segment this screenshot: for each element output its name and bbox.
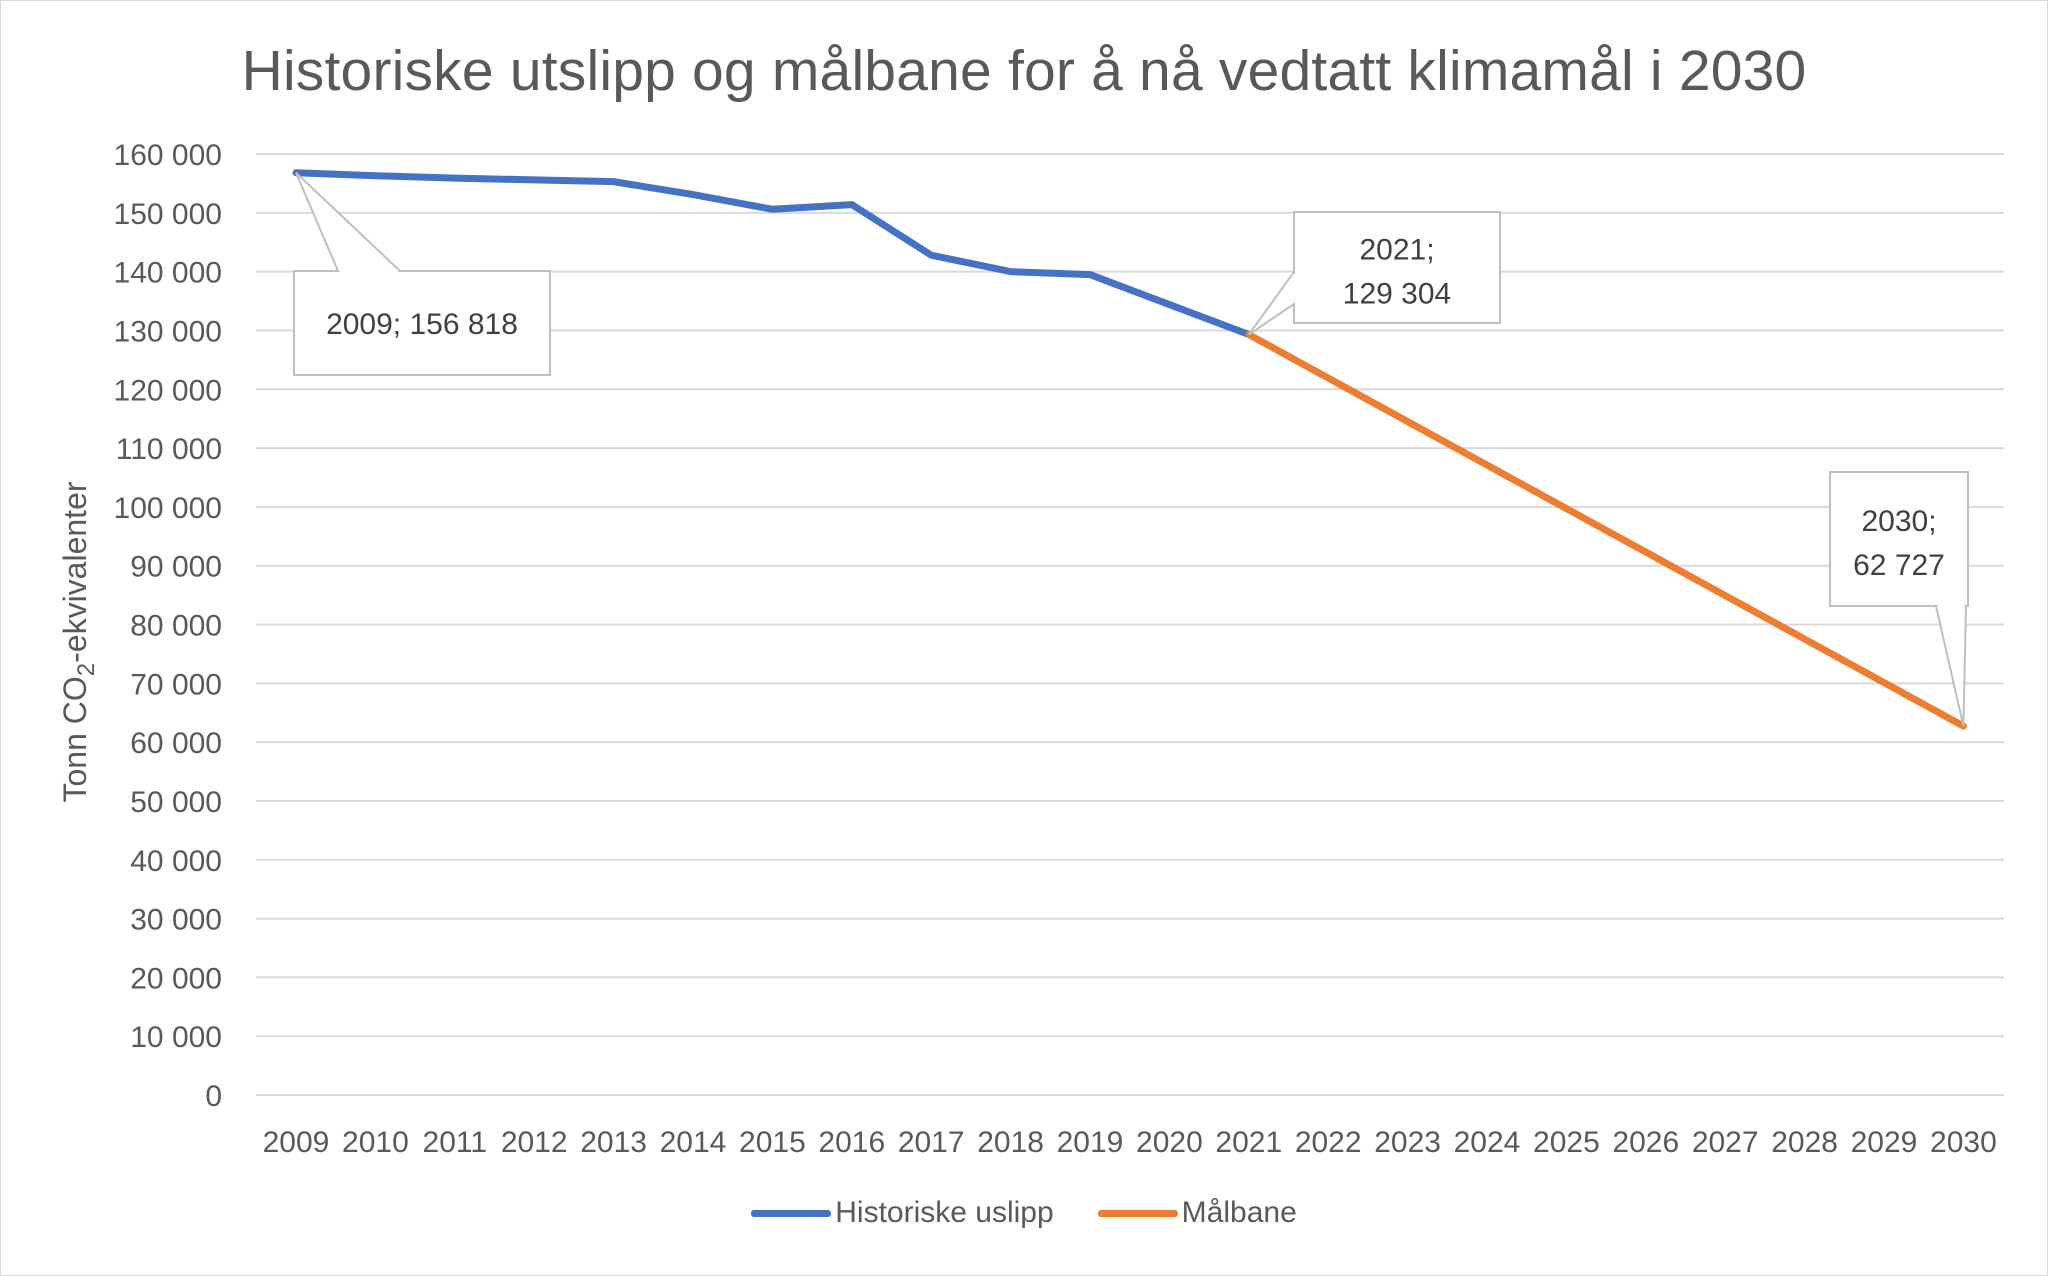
x-tick-labels: 2009 2010 2011 2012 2013 2014 2015 2016 2017 2018… [263, 1126, 1997, 1159]
y-tick-label: 130 000 [114, 315, 222, 348]
y-tick-labels: 0 10 000 20 000 30 000 40 000 50 000 60 000 70 … [114, 139, 222, 1113]
y-axis-label: Tonn CO2-ekvivalenter [57, 481, 100, 802]
callout-label-year: 2030; [1861, 505, 1936, 538]
x-tick-label: 2030 [1930, 1126, 1997, 1159]
callout-pointer [1935, 605, 1967, 727]
y-tick-label: 50 000 [130, 786, 222, 819]
y-tick-label: 70 000 [130, 668, 222, 701]
legend: Historiske uslipp Målbane [0, 1196, 2048, 1230]
x-tick-label: 2024 [1454, 1126, 1521, 1159]
callout: 2021; 129 304 [1247, 211, 1501, 336]
callout-label-value: 129 304 [1343, 278, 1451, 311]
x-tick-label: 2013 [580, 1126, 647, 1159]
x-tick-label: 2029 [1851, 1126, 1918, 1159]
x-tick-label: 2017 [898, 1126, 965, 1159]
y-tick-label: 110 000 [116, 433, 222, 466]
y-tick-label: 0 [205, 1080, 222, 1113]
y-tick-label: 60 000 [130, 727, 222, 760]
series-line-target [1245, 331, 1967, 730]
callout-label: 2009; 156 818 [326, 308, 518, 341]
x-tick-label: 2027 [1692, 1126, 1759, 1159]
x-tick-label: 2011 [423, 1126, 488, 1159]
legend-label-target: Målbane [1181, 1196, 1297, 1229]
x-tick-label: 2010 [342, 1126, 409, 1159]
x-tick-label: 2015 [739, 1126, 806, 1159]
callout-label-year: 2021; [1359, 234, 1434, 267]
callout-pointer [1247, 271, 1295, 336]
y-tick-label: 40 000 [130, 845, 222, 878]
gridlines [256, 153, 2004, 1096]
legend-swatch-target [1097, 1209, 1178, 1217]
x-tick-label: 2028 [1771, 1126, 1838, 1159]
y-tick-label: 10 000 [130, 1021, 222, 1054]
callout: 2030; 62 727 [1829, 471, 1969, 727]
callout-box [1829, 471, 1969, 607]
x-tick-label: 2016 [818, 1126, 885, 1159]
callout-box [1293, 211, 1501, 324]
y-tick-label: 120 000 [114, 374, 222, 407]
legend-item-target[interactable]: Målbane [1097, 1196, 1297, 1230]
series-line-historical [292, 169, 1253, 339]
x-tick-label: 2026 [1612, 1126, 1679, 1159]
x-tick-label: 2020 [1136, 1126, 1203, 1159]
y-tick-label: 140 000 [114, 257, 222, 290]
x-tick-label: 2012 [501, 1126, 568, 1159]
legend-label-historical: Historiske uslipp [835, 1196, 1054, 1229]
callout-label-value: 62 727 [1853, 549, 1945, 582]
chart-title: Historiske utslipp og målbane for å nå v… [241, 39, 1807, 103]
x-tick-label: 2019 [1057, 1126, 1124, 1159]
y-tick-label: 150 000 [114, 198, 222, 231]
callout-pointer [295, 171, 401, 272]
y-tick-label: 100 000 [114, 492, 222, 525]
x-tick-label: 2009 [263, 1126, 330, 1159]
x-tick-label: 2022 [1295, 1126, 1362, 1159]
x-tick-label: 2018 [977, 1126, 1044, 1159]
x-tick-label: 2021 [1215, 1126, 1282, 1159]
legend-swatch-historical [751, 1209, 832, 1217]
x-tick-label: 2025 [1533, 1126, 1600, 1159]
y-tick-label: 20 000 [130, 962, 222, 995]
y-tick-label: 80 000 [130, 610, 222, 643]
x-tick-label: 2014 [660, 1126, 727, 1159]
callout-box [293, 270, 551, 376]
y-tick-label: 30 000 [130, 904, 222, 937]
legend-item-historical[interactable]: Historiske uslipp [751, 1196, 1054, 1230]
callout: 2009; 156 818 [293, 171, 551, 376]
x-tick-label: 2023 [1374, 1126, 1441, 1159]
data-callouts: 2009; 156 818 2021; 129 304 2030; 62 727 [293, 171, 1969, 727]
series-lines [292, 169, 1967, 730]
y-tick-label: 160 000 [114, 139, 222, 172]
y-tick-label: 90 000 [130, 551, 222, 584]
